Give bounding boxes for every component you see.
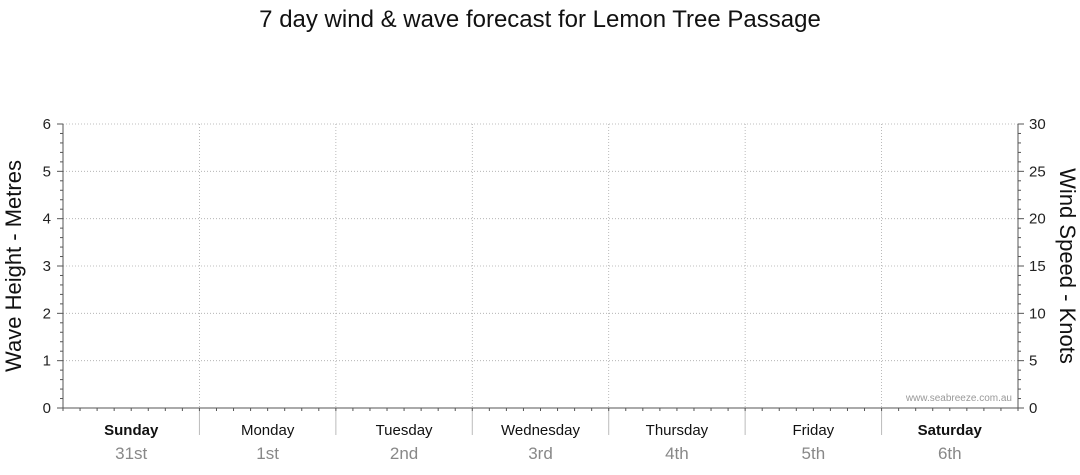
right-tick-label: 25	[1029, 163, 1046, 180]
left-tick-label: 1	[43, 353, 51, 370]
y-axis-title: Wave Height - Metres	[1, 160, 26, 372]
grid	[63, 123, 1018, 435]
day-name-label: Wednesday	[501, 422, 580, 439]
day-labels: Sunday 31st Monday 1st Tuesday 2nd Wednesday 3r…	[104, 422, 982, 463]
day-date-label: 5th	[802, 444, 826, 463]
day-date-label: 3rd	[528, 444, 553, 463]
right-tick-label: 10	[1029, 305, 1046, 322]
day-name-label: Monday	[241, 422, 295, 439]
right-tick-label: 15	[1029, 258, 1046, 275]
right-axis-ticks: 0 5 10 15 20 25 30	[1018, 116, 1046, 417]
right-tick-label: 20	[1029, 211, 1046, 228]
chart-title: 7 day wind & wave forecast for Lemon Tre…	[259, 6, 821, 33]
day-name-label: Friday	[793, 422, 835, 439]
day-date-label: 6th	[938, 444, 962, 463]
left-tick-label: 0	[43, 400, 51, 417]
left-axis-ticks: 0 1 2 3 4 5 6	[43, 116, 63, 417]
left-tick-label: 6	[43, 116, 51, 133]
left-tick-label: 3	[43, 258, 51, 275]
axes	[62, 124, 1019, 411]
y2-axis-title: Wind Speed - Knots	[1055, 168, 1080, 364]
watermark: www.seabreeze.com.au	[905, 393, 1012, 404]
day-name-label: Tuesday	[376, 422, 433, 439]
day-date-label: 1st	[256, 444, 279, 463]
left-tick-label: 4	[43, 211, 51, 228]
left-tick-label: 2	[43, 305, 51, 322]
right-tick-label: 5	[1029, 353, 1037, 370]
day-name-label: Saturday	[918, 422, 983, 439]
right-tick-label: 0	[1029, 400, 1037, 417]
day-date-label: 4th	[665, 444, 689, 463]
day-date-label: 2nd	[390, 444, 418, 463]
right-tick-label: 30	[1029, 116, 1046, 133]
day-date-label: 31st	[115, 444, 147, 463]
day-name-label: Thursday	[646, 422, 709, 439]
left-tick-label: 5	[43, 163, 51, 180]
day-name-label: Sunday	[104, 422, 159, 439]
